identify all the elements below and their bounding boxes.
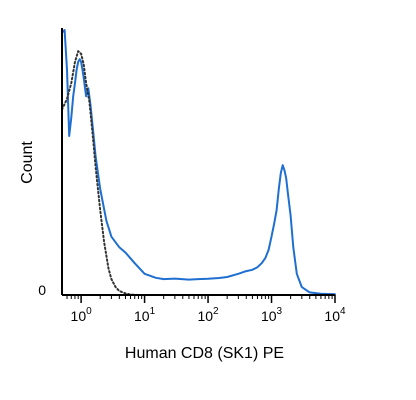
x-tick-label: 103	[261, 306, 283, 324]
x-tick-label: 100	[71, 306, 93, 324]
series-0-solid-line	[61, 29, 336, 296]
ticks-layer: 100 101 102 103 104 0	[38, 282, 346, 324]
y-tick-label: 0	[38, 282, 46, 298]
x-tick-label: 102	[197, 306, 219, 324]
series-layer	[61, 29, 336, 296]
series-1-dotted-line	[61, 50, 157, 296]
x-axis-title: Human CD8 (SK1) PE	[125, 345, 284, 362]
x-tick-label: 101	[134, 306, 156, 324]
y-axis-title: Count	[19, 141, 36, 184]
x-tick-label: 104	[324, 306, 346, 324]
